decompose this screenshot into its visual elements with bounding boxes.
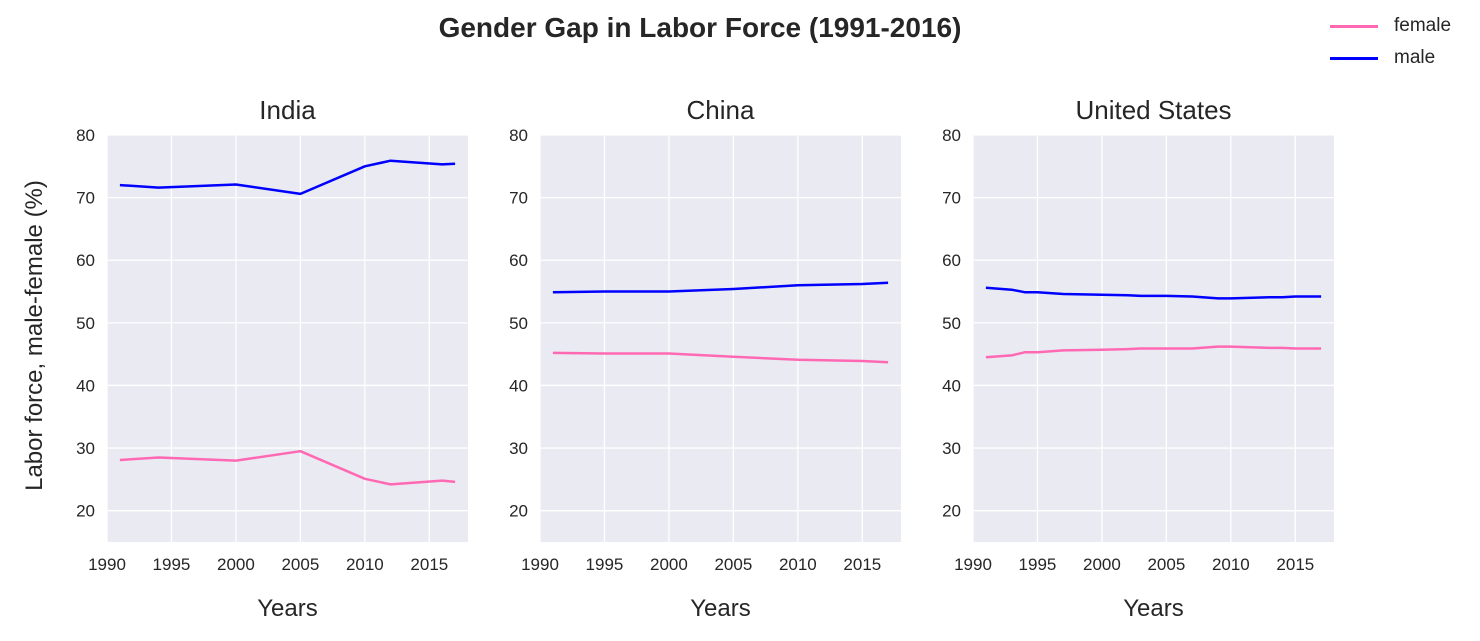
legend-item-male: male [1330,42,1451,74]
y-tick-label: 50 [942,314,961,333]
y-tick-label: 40 [509,376,528,395]
y-tick-label: 20 [509,502,528,521]
x-tick-label: 2005 [1147,555,1185,574]
y-tick-label: 20 [76,502,95,521]
y-tick-label: 80 [942,126,961,145]
series-line-male [985,286,1322,300]
x-tick-label: 1990 [521,555,559,574]
y-tick-label: 50 [76,314,95,333]
panel-china: 1990 1995 2000 2005 2010 2015 20 30 40 50 60 70 80 Ch… [509,95,901,622]
x-tick-label: 2005 [714,555,752,574]
x-axis-label: Years [690,595,751,622]
x-tick-label: 2000 [650,555,688,574]
y-tick-label: 80 [76,126,95,145]
x-tick-label: 1995 [586,555,624,574]
legend-label-female: female [1394,15,1452,36]
panel-india: 1990 1995 2000 2005 2010 2015 20 30 40 50 60 70 80 In… [76,95,468,622]
x-axis-label: Years [257,595,318,622]
x-tick-label: 1995 [153,555,191,574]
y-tick-label: 30 [509,439,528,458]
y-tick-label: 30 [942,439,961,458]
panel-title: India [259,95,316,125]
legend-swatch-female [1330,24,1378,28]
y-tick-label: 80 [509,126,528,145]
x-tick-label: 1990 [954,555,992,574]
series-line-female [552,351,889,364]
x-tick-label: 2015 [843,555,881,574]
legend-label-male: male [1394,47,1436,68]
y-tick-label: 40 [76,376,95,395]
series-line-male [552,281,889,294]
series-line-male [119,159,456,196]
y-tick-label: 60 [76,251,95,270]
y-tick-label: 70 [76,189,95,208]
legend-swatch-male [1330,56,1378,60]
x-tick-label: 2015 [1276,555,1314,574]
x-tick-label: 2000 [1083,555,1121,574]
chart-title: Gender Gap in Labor Force (1991-2016) [438,12,962,43]
plot-background [973,135,1334,542]
panel-title: United States [1075,95,1231,125]
panel-united-states: 1990 1995 2000 2005 2010 2015 20 30 40 50 60 70 80 Un… [942,95,1334,622]
y-tick-label: 70 [942,189,961,208]
series-line-female [119,449,456,486]
x-tick-label: 1995 [1019,555,1057,574]
y-tick-label: 20 [942,502,961,521]
legend: female male [1330,10,1451,74]
y-tick-label: 30 [76,439,95,458]
y-tick-label: 60 [942,251,961,270]
plot-background [540,135,901,542]
x-tick-label: 2000 [217,555,255,574]
legend-item-female: female [1330,10,1451,42]
x-tick-label: 1990 [88,555,126,574]
y-tick-label: 60 [509,251,528,270]
x-tick-label: 2010 [779,555,817,574]
x-tick-label: 2005 [281,555,319,574]
y-tick-label: 50 [509,314,528,333]
x-tick-label: 2015 [410,555,448,574]
x-axis-label: Years [1123,595,1184,622]
x-tick-label: 2010 [1212,555,1250,574]
y-tick-label: 70 [509,189,528,208]
panel-title: China [687,95,755,125]
y-axis-label: Labor force, male-female (%) [21,180,48,491]
y-tick-label: 40 [942,376,961,395]
series-line-female [985,345,1322,359]
x-tick-label: 2010 [346,555,384,574]
plot-background [107,135,468,542]
